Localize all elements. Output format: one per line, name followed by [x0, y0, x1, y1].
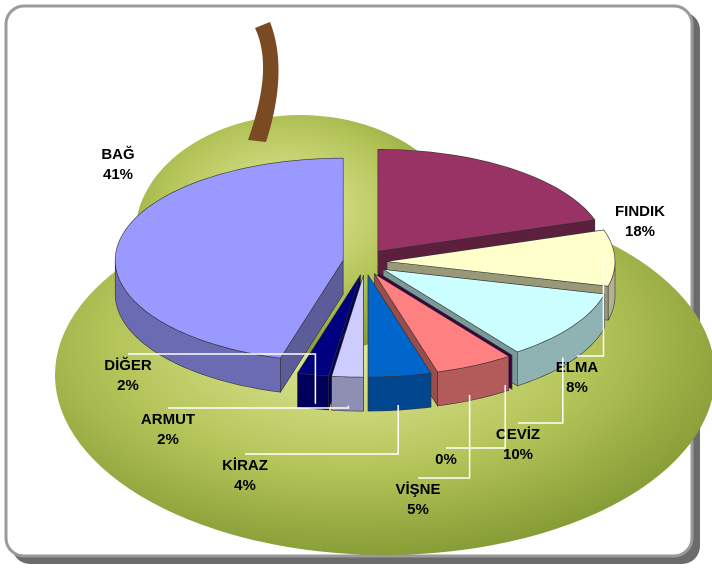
slice-value-label: 2% — [117, 377, 139, 394]
slice-top — [377, 272, 513, 356]
slice-label: BAĞ — [101, 145, 134, 163]
slice-side — [297, 372, 329, 411]
slice-label: CEVİZ — [496, 426, 540, 443]
slice-label: VİŞNE — [395, 481, 440, 498]
leader-line — [518, 357, 564, 424]
leader-line — [418, 395, 471, 479]
leader-line — [128, 353, 317, 404]
slice-value-label: 2% — [157, 431, 179, 448]
slice-label: ELMA — [556, 359, 599, 376]
slice-top — [377, 148, 596, 252]
leader-line — [446, 385, 506, 449]
slice-top — [383, 269, 606, 353]
slice-label: FINDIK — [615, 203, 665, 220]
slice-top — [374, 273, 510, 373]
slice-value-label: 4% — [234, 477, 256, 494]
leader-line — [577, 258, 605, 357]
labels: FINDIK 18% ELMA 8% CEVİZ 10% 0% VİŞNE 5% KİRAZ 4% A… — [101, 145, 665, 518]
slice-side — [367, 372, 432, 412]
pie — [114, 148, 616, 412]
slice — [331, 275, 364, 412]
slice-value-label: 18% — [625, 223, 655, 240]
slice-value-label: 5% — [407, 501, 429, 518]
slice-value-label: 0% — [435, 451, 457, 468]
slice-label: KİRAZ — [222, 457, 268, 474]
slice-label: ARMUT — [141, 411, 195, 428]
slice-top — [386, 229, 616, 287]
leader-line — [168, 405, 350, 409]
slice-top — [114, 157, 344, 359]
slice-top — [297, 274, 361, 377]
slice-value-label: 8% — [566, 379, 588, 396]
slice-value-label: 10% — [503, 446, 533, 463]
slice-value-label: 41% — [103, 166, 133, 183]
slice-label: DİĞER — [104, 356, 152, 374]
slice — [114, 157, 344, 394]
slice-side — [331, 375, 364, 412]
slice-top — [331, 275, 364, 378]
leader-line — [245, 405, 399, 455]
slice-top — [367, 274, 432, 378]
slice — [367, 274, 432, 412]
